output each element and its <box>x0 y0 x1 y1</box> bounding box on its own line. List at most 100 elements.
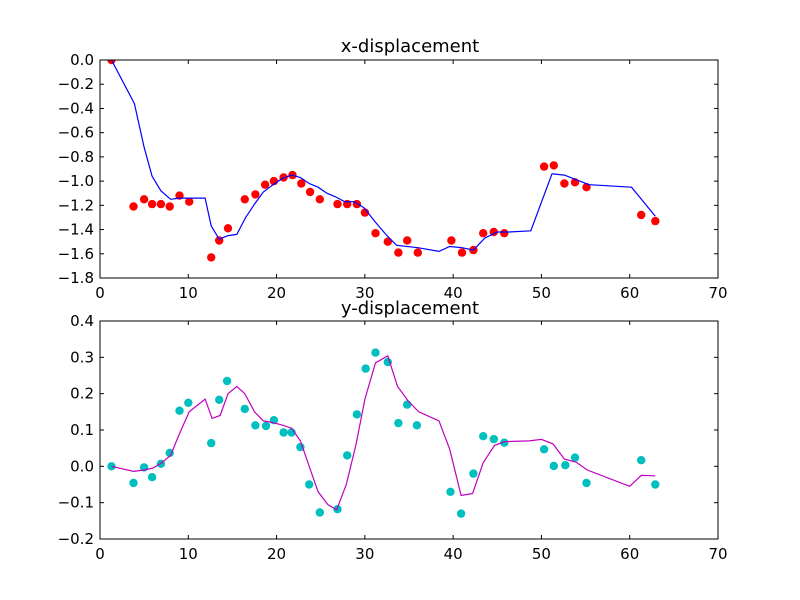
x-displacement-data-point <box>297 179 306 188</box>
x-displacement-x-tick-label: 40 <box>444 284 463 302</box>
x-displacement-data-point <box>500 229 509 238</box>
x-displacement-data-point <box>539 162 549 171</box>
x-displacement-y-tick-label: 0.0 <box>70 51 94 69</box>
x-displacement-y-tick-label: −1.0 <box>58 172 94 190</box>
x-displacement-data-point <box>333 199 342 209</box>
x-displacement-data-point <box>394 248 403 257</box>
y-displacement-y-tick-label: −0.2 <box>58 530 94 548</box>
y-displacement-data-point <box>296 442 305 452</box>
y-displacement-data-point <box>394 418 403 428</box>
y-displacement-data-point <box>165 448 174 458</box>
y-displacement-data-point <box>305 480 314 489</box>
y-displacement-x-tick-label: 50 <box>532 545 551 563</box>
x-displacement-x-tick-label: 60 <box>620 284 639 302</box>
x-displacement-data-point <box>251 190 260 199</box>
y-displacement-data-point <box>352 410 362 419</box>
y-displacement-data-point <box>261 421 271 431</box>
x-displacement-x-tick-label: 10 <box>179 284 198 302</box>
y-displacement-data-point <box>184 398 193 407</box>
x-displacement-data-point <box>549 161 558 170</box>
y-displacement-data-point <box>479 432 488 441</box>
x-displacement-y-tick-label: −0.6 <box>58 124 94 142</box>
y-displacement-x-tick-label: 0 <box>95 545 105 563</box>
x-displacement-x-tick-label: 0 <box>95 284 105 302</box>
y-displacement-data-point <box>651 480 660 489</box>
y-displacement-data-point <box>500 438 509 447</box>
y-displacement-data-point <box>469 469 478 478</box>
x-displacement-data-point <box>147 199 157 209</box>
x-displacement-data-point <box>560 179 569 188</box>
y-displacement-data-point <box>489 434 498 444</box>
y-displacement-data-point <box>147 473 157 482</box>
y-displacement-data-point <box>446 487 455 496</box>
y-displacement-data-point <box>315 508 324 517</box>
y-displacement-x-tick-label: 20 <box>267 545 286 563</box>
x-displacement-panel: x-displacement 0 10 20 30 40 50 60 70 −1.8 −1.6 −1… <box>58 36 728 302</box>
x-displacement-axes-frame <box>99 59 719 279</box>
x-displacement-y-tick-label: −1.8 <box>58 269 94 287</box>
x-displacement-data-point <box>165 202 174 211</box>
x-displacement-y-tick-label: −0.2 <box>58 75 94 93</box>
y-displacement-y-tick-label: 0.2 <box>70 385 94 403</box>
y-displacement-data-point <box>403 400 412 409</box>
y-displacement-data-point <box>240 404 249 414</box>
y-displacement-data-point <box>549 461 558 471</box>
y-displacement-x-tick-label: 60 <box>620 545 639 563</box>
x-displacement-data-point <box>371 229 380 238</box>
x-displacement-x-tick-label: 70 <box>708 284 727 302</box>
x-displacement-x-tick-label: 50 <box>532 284 551 302</box>
x-displacement-data-point <box>185 197 194 206</box>
y-displacement-data-point <box>129 478 138 488</box>
y-displacement-data-point <box>456 509 466 518</box>
x-displacement-data-point <box>156 199 166 209</box>
y-displacement-data-point <box>582 478 591 488</box>
y-displacement-x-tick-label: 10 <box>179 545 198 563</box>
y-displacement-x-tick-label: 70 <box>708 545 727 563</box>
x-displacement-data-point <box>637 210 646 220</box>
x-displacement-data-point <box>403 236 412 245</box>
x-displacement-data-point <box>207 253 216 262</box>
x-displacement-data-point <box>315 195 324 204</box>
y-displacement-title: y-displacement <box>341 298 479 319</box>
y-displacement-fit-line <box>111 355 656 511</box>
x-displacement-data-point <box>260 180 270 189</box>
x-displacement-y-tick-label: −1.6 <box>58 245 94 263</box>
y-displacement-y-tick-label: 0.3 <box>70 348 94 366</box>
y-displacement-data-point <box>175 406 184 415</box>
x-displacement-data-point <box>651 216 660 226</box>
x-displacement-data-point <box>139 195 149 204</box>
y-displacement-y-tick-label: 0.0 <box>70 457 94 475</box>
y-displacement-data-point <box>371 348 380 357</box>
y-displacement-data-point <box>412 421 422 430</box>
x-displacement-data-point <box>479 229 488 238</box>
y-displacement-x-tick-label: 40 <box>444 545 463 563</box>
y-displacement-y-tick-label: 0.4 <box>70 312 94 330</box>
y-displacement-panel: y-displacement 0 10 20 30 40 50 60 70 −0.2 −0.1 0.… <box>58 298 728 563</box>
x-displacement-data-point <box>240 195 249 204</box>
x-displacement-y-tick-label: −0.8 <box>58 148 94 166</box>
x-displacement-fit-line <box>110 60 656 253</box>
y-displacement-y-tick-label: −0.1 <box>58 494 94 512</box>
x-displacement-y-tick-label: −0.4 <box>58 99 94 117</box>
x-displacement-data-point <box>305 187 315 197</box>
x-displacement-y-tick-label: −1.4 <box>58 221 94 239</box>
x-displacement-y-tick-label: −1.2 <box>58 196 94 214</box>
x-displacement-x-tick-label: 20 <box>267 284 286 302</box>
x-displacement-data-point <box>360 208 370 217</box>
y-displacement-data-point <box>561 461 570 470</box>
y-displacement-y-tick-label: 0.1 <box>70 421 94 439</box>
y-displacement-data-point <box>279 428 288 437</box>
y-displacement-data-point <box>222 376 232 386</box>
x-displacement-data-point <box>223 224 233 233</box>
x-displacement-data-point <box>413 248 422 257</box>
x-displacement-x-tick-label: 30 <box>355 284 374 302</box>
x-displacement-data-point <box>129 202 138 211</box>
y-displacement-data-point <box>637 456 646 465</box>
y-displacement-data-point <box>343 451 352 460</box>
x-displacement-data-point <box>447 236 456 245</box>
y-displacement-data-point <box>539 445 549 454</box>
y-displacement-data-point <box>251 421 260 430</box>
y-displacement-data-point <box>361 364 370 373</box>
